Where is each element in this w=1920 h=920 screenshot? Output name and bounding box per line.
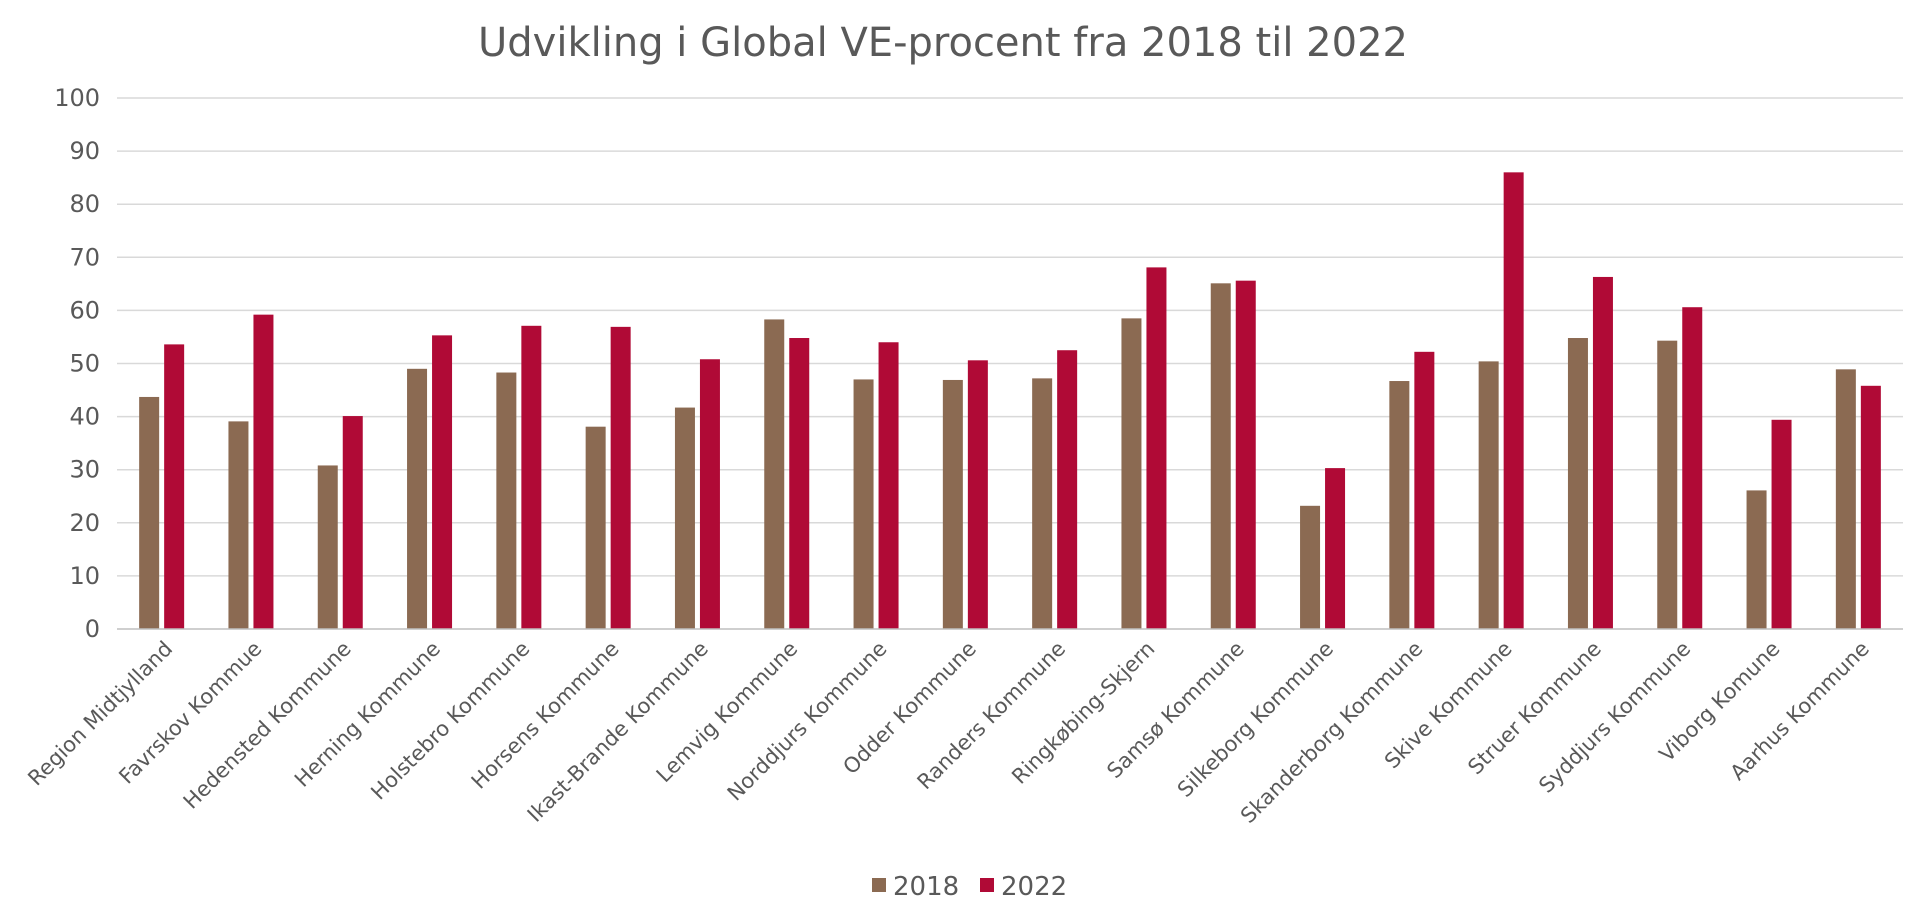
x-tick-label: Skanderborg Kommune: [1236, 637, 1427, 828]
legend-item-2018: 2018: [872, 872, 959, 902]
legend-label: 2022: [1001, 872, 1067, 902]
y-tick-label: 40: [69, 403, 100, 431]
bar-2022: [1592, 276, 1613, 629]
bar-2022: [610, 326, 631, 629]
y-tick-label: 30: [69, 456, 100, 484]
y-tick-label: 90: [69, 137, 100, 165]
y-tick-label: 10: [69, 562, 100, 590]
bar-2018: [407, 368, 428, 629]
legend-item-2022: 2022: [980, 872, 1067, 902]
x-tick-label: Herning Kommune: [290, 637, 445, 792]
bar-2022: [1146, 267, 1167, 629]
bar-2018: [1121, 318, 1142, 629]
bar-2022: [1325, 468, 1346, 629]
bars: [139, 172, 1881, 629]
bar-2022: [699, 359, 720, 629]
bar-2022: [164, 344, 185, 629]
x-tick-label: Holstebro Kommune: [366, 637, 534, 805]
bar-2018: [317, 465, 338, 629]
x-tick-label: Region Midtjylland: [23, 637, 177, 791]
bar-2022: [1860, 385, 1881, 629]
bar-2018: [1210, 283, 1231, 629]
bar-2018: [1746, 490, 1767, 629]
bar-2018: [1032, 378, 1053, 629]
bar-2022: [253, 314, 274, 629]
bar-2018: [674, 407, 695, 629]
y-tick-label: 20: [69, 509, 100, 537]
legend-swatch: [872, 878, 886, 892]
bar-2022: [1771, 419, 1792, 629]
bar-2022: [1235, 280, 1256, 629]
bar-2022: [1057, 350, 1078, 629]
bar-2018: [496, 372, 517, 629]
bar-2022: [789, 338, 810, 629]
y-tick-label: 60: [69, 296, 100, 324]
y-axis-ticks: 0 10 20 30 40 50 60 70 80 90 100: [54, 84, 100, 643]
y-tick-label: 80: [69, 190, 100, 218]
bar-2018: [139, 396, 160, 629]
x-tick-label: Horsens Kommune: [467, 637, 624, 794]
x-tick-label: Ikast-Brande Kommune: [523, 637, 713, 827]
bar-2018: [1657, 340, 1678, 629]
bar-2022: [521, 325, 542, 629]
gridlines: [117, 97, 1903, 577]
legend: 2018 2022: [872, 872, 1067, 902]
x-tick-label: Randers Kommune: [913, 637, 1071, 795]
bar-2018: [1389, 381, 1410, 629]
bar-2022: [342, 416, 363, 629]
bar-2022: [432, 335, 453, 629]
y-tick-label: 50: [69, 350, 100, 378]
x-tick-label: Silkeborg Kommune: [1173, 637, 1338, 802]
y-tick-label: 0: [85, 615, 100, 643]
x-tick-label: Syddjurs Kommune: [1534, 637, 1695, 798]
x-tick-label: Hedensted Kommune: [179, 637, 356, 814]
y-tick-label: 70: [69, 243, 100, 271]
bar-2018: [1478, 361, 1499, 629]
bar-2018: [853, 379, 874, 629]
bar-2018: [1300, 505, 1321, 629]
bar-2022: [967, 360, 988, 629]
bar-2018: [228, 421, 249, 629]
bar-2022: [1414, 351, 1435, 629]
bar-2018: [764, 319, 785, 629]
bar-2018: [1835, 369, 1856, 629]
bar-2018: [1567, 338, 1588, 629]
x-tick-label: Norddjurs Kommune: [723, 637, 892, 806]
chart-title: Udvikling i Global VE-procent fra 2018 t…: [478, 20, 1408, 66]
legend-swatch: [980, 878, 994, 892]
y-tick-label: 100: [54, 84, 100, 112]
bar-2018: [942, 379, 963, 629]
bar-2022: [1682, 307, 1703, 629]
bar-2022: [1503, 172, 1524, 629]
legend-label: 2018: [893, 872, 959, 902]
bar-2018: [585, 426, 606, 629]
bar-2022: [878, 342, 899, 629]
